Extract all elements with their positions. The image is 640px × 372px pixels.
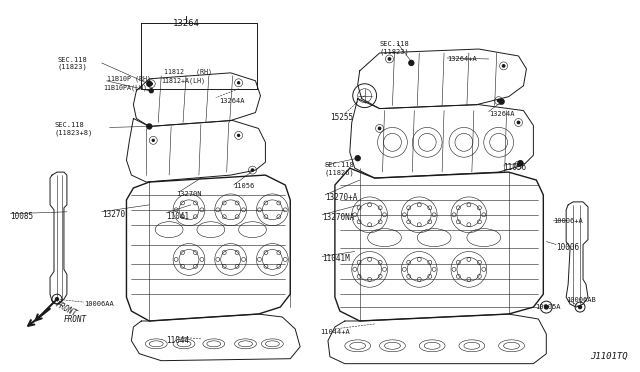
Circle shape <box>147 124 152 129</box>
Text: 10005A: 10005A <box>536 304 561 310</box>
Text: 15255: 15255 <box>330 113 353 122</box>
Text: 13270NA: 13270NA <box>322 213 355 222</box>
Circle shape <box>150 83 152 85</box>
Circle shape <box>56 298 58 301</box>
Text: 11041M: 11041M <box>322 254 349 263</box>
Text: SEC.118
(11826): SEC.118 (11826) <box>325 162 355 176</box>
Text: 13264A: 13264A <box>489 110 514 116</box>
Circle shape <box>149 89 153 93</box>
Circle shape <box>517 121 520 124</box>
Text: 11812   (RH): 11812 (RH) <box>164 69 212 76</box>
Circle shape <box>237 134 239 137</box>
Circle shape <box>502 65 505 67</box>
Text: SEC.118
(11823): SEC.118 (11823) <box>58 57 88 70</box>
Text: 11B10PA(LH): 11B10PA(LH) <box>104 85 148 91</box>
Circle shape <box>409 60 414 65</box>
Text: 13264: 13264 <box>173 19 200 28</box>
Circle shape <box>252 169 253 171</box>
Text: FRONT: FRONT <box>64 315 87 324</box>
Text: 11041: 11041 <box>166 212 189 221</box>
Text: FRONT: FRONT <box>54 300 79 319</box>
Circle shape <box>237 82 239 84</box>
Circle shape <box>579 306 582 309</box>
Circle shape <box>497 99 500 102</box>
Circle shape <box>378 127 381 129</box>
Text: 13264+A: 13264+A <box>447 56 477 62</box>
Text: SEC.118
(11823): SEC.118 (11823) <box>380 41 410 55</box>
Text: 10006: 10006 <box>556 243 579 251</box>
Text: 11B10P (RH): 11B10P (RH) <box>107 76 150 82</box>
Text: 11812+A(LH): 11812+A(LH) <box>161 78 205 84</box>
Text: 11056: 11056 <box>234 183 255 189</box>
Text: 13270+A: 13270+A <box>325 193 357 202</box>
Circle shape <box>518 161 523 166</box>
Circle shape <box>517 164 520 166</box>
Text: 13264A: 13264A <box>219 98 244 104</box>
Text: SEC.118
(11823+8): SEC.118 (11823+8) <box>54 122 92 136</box>
Circle shape <box>388 58 390 60</box>
Text: 10006AA: 10006AA <box>84 301 113 307</box>
Circle shape <box>147 81 152 86</box>
Text: 13270: 13270 <box>102 210 125 219</box>
Text: 10006+A: 10006+A <box>553 218 583 224</box>
Circle shape <box>499 99 504 104</box>
Text: J1101TQ: J1101TQ <box>590 352 628 361</box>
Text: 13270N: 13270N <box>176 191 202 197</box>
Text: 11044+A: 11044+A <box>320 329 349 335</box>
Text: 11056: 11056 <box>504 163 527 172</box>
Text: 10085: 10085 <box>10 212 33 221</box>
Circle shape <box>545 305 548 309</box>
Text: 10006AB: 10006AB <box>566 297 596 303</box>
Circle shape <box>152 140 154 141</box>
Circle shape <box>355 156 360 161</box>
Text: 11044: 11044 <box>166 336 189 345</box>
